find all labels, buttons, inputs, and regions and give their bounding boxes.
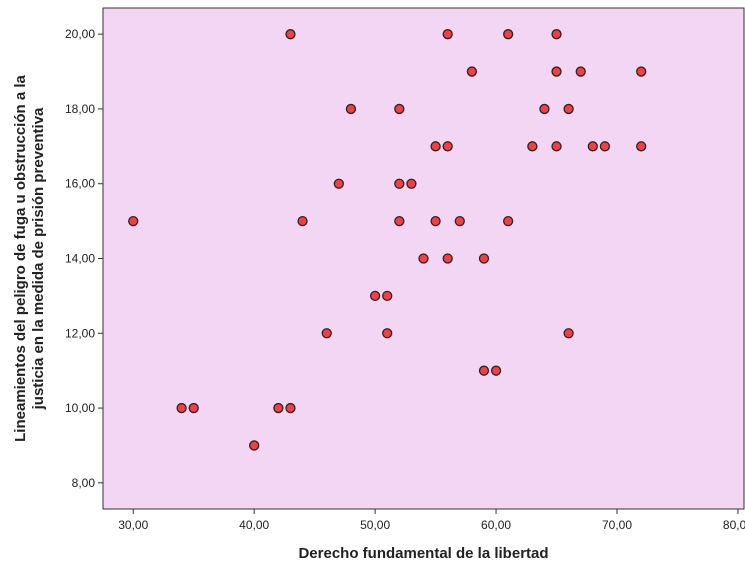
data-point: [321, 328, 332, 339]
data-point: [478, 365, 490, 376]
data-point: [490, 365, 502, 376]
data-points: [128, 29, 647, 451]
data-point: [394, 103, 405, 115]
data-point: [418, 253, 429, 264]
data-point: [551, 141, 562, 152]
y-axis-title-line: Lineamientos del peligro de fuga u obstr…: [12, 74, 29, 441]
y-tick-label: 16,00: [65, 177, 95, 191]
data-point: [394, 178, 405, 189]
data-point: [188, 402, 199, 414]
data-point: [345, 103, 357, 115]
data-point: [551, 66, 562, 77]
x-tick-label: 30,00: [118, 518, 148, 532]
data-point: [442, 141, 453, 152]
x-tick-label: 70,00: [602, 518, 632, 532]
data-point: [285, 29, 296, 40]
x-axis-title: Derecho fundamental de la libertad: [298, 545, 548, 562]
data-point: [442, 253, 453, 264]
data-point: [503, 29, 514, 40]
data-point: [382, 290, 393, 302]
x-tick-label: 40,00: [239, 518, 269, 532]
data-point: [382, 328, 393, 339]
y-tick-label: 10,00: [65, 401, 95, 415]
data-point: [369, 290, 381, 302]
data-point: [176, 402, 187, 414]
x-tick-label: 50,00: [360, 518, 390, 532]
data-point: [333, 178, 344, 189]
y-tick-label: 8,00: [72, 476, 96, 490]
data-point: [297, 215, 308, 227]
data-point: [128, 215, 139, 227]
data-point: [636, 66, 647, 77]
data-point: [478, 253, 490, 264]
y-axis: 8,00 10,00 12,00 14,00 16,00 18,00 20,00: [65, 27, 103, 490]
data-point: [599, 141, 611, 152]
y-tick-label: 20,00: [65, 27, 95, 41]
y-tick-label: 14,00: [65, 252, 95, 266]
data-point: [249, 440, 260, 451]
data-point: [587, 141, 598, 152]
data-point: [430, 141, 441, 152]
data-point: [503, 215, 514, 227]
data-point: [442, 29, 453, 40]
data-point: [539, 103, 550, 115]
data-point: [636, 141, 647, 152]
x-tick-label: 60,00: [481, 518, 511, 532]
data-point: [551, 29, 562, 40]
data-point: [406, 178, 417, 189]
x-axis: 30,00 40,00 50,00 60,00 70,00 80,00: [118, 509, 745, 532]
x-tick-label: 80,00: [723, 518, 745, 532]
data-point: [394, 215, 405, 227]
data-point: [563, 328, 574, 339]
data-point: [454, 215, 465, 227]
y-axis-title-line: justicia en la medida de prisión prevent…: [30, 107, 47, 410]
data-point: [285, 402, 296, 414]
data-point: [273, 402, 284, 414]
data-point: [575, 66, 586, 77]
y-tick-label: 12,00: [65, 326, 95, 340]
y-axis-title: Lineamientos del peligro de fuga u obstr…: [12, 74, 47, 441]
data-point: [466, 66, 478, 77]
data-point: [527, 141, 538, 152]
y-tick-label: 18,00: [65, 102, 95, 116]
data-point: [430, 215, 441, 227]
data-point: [563, 103, 574, 115]
